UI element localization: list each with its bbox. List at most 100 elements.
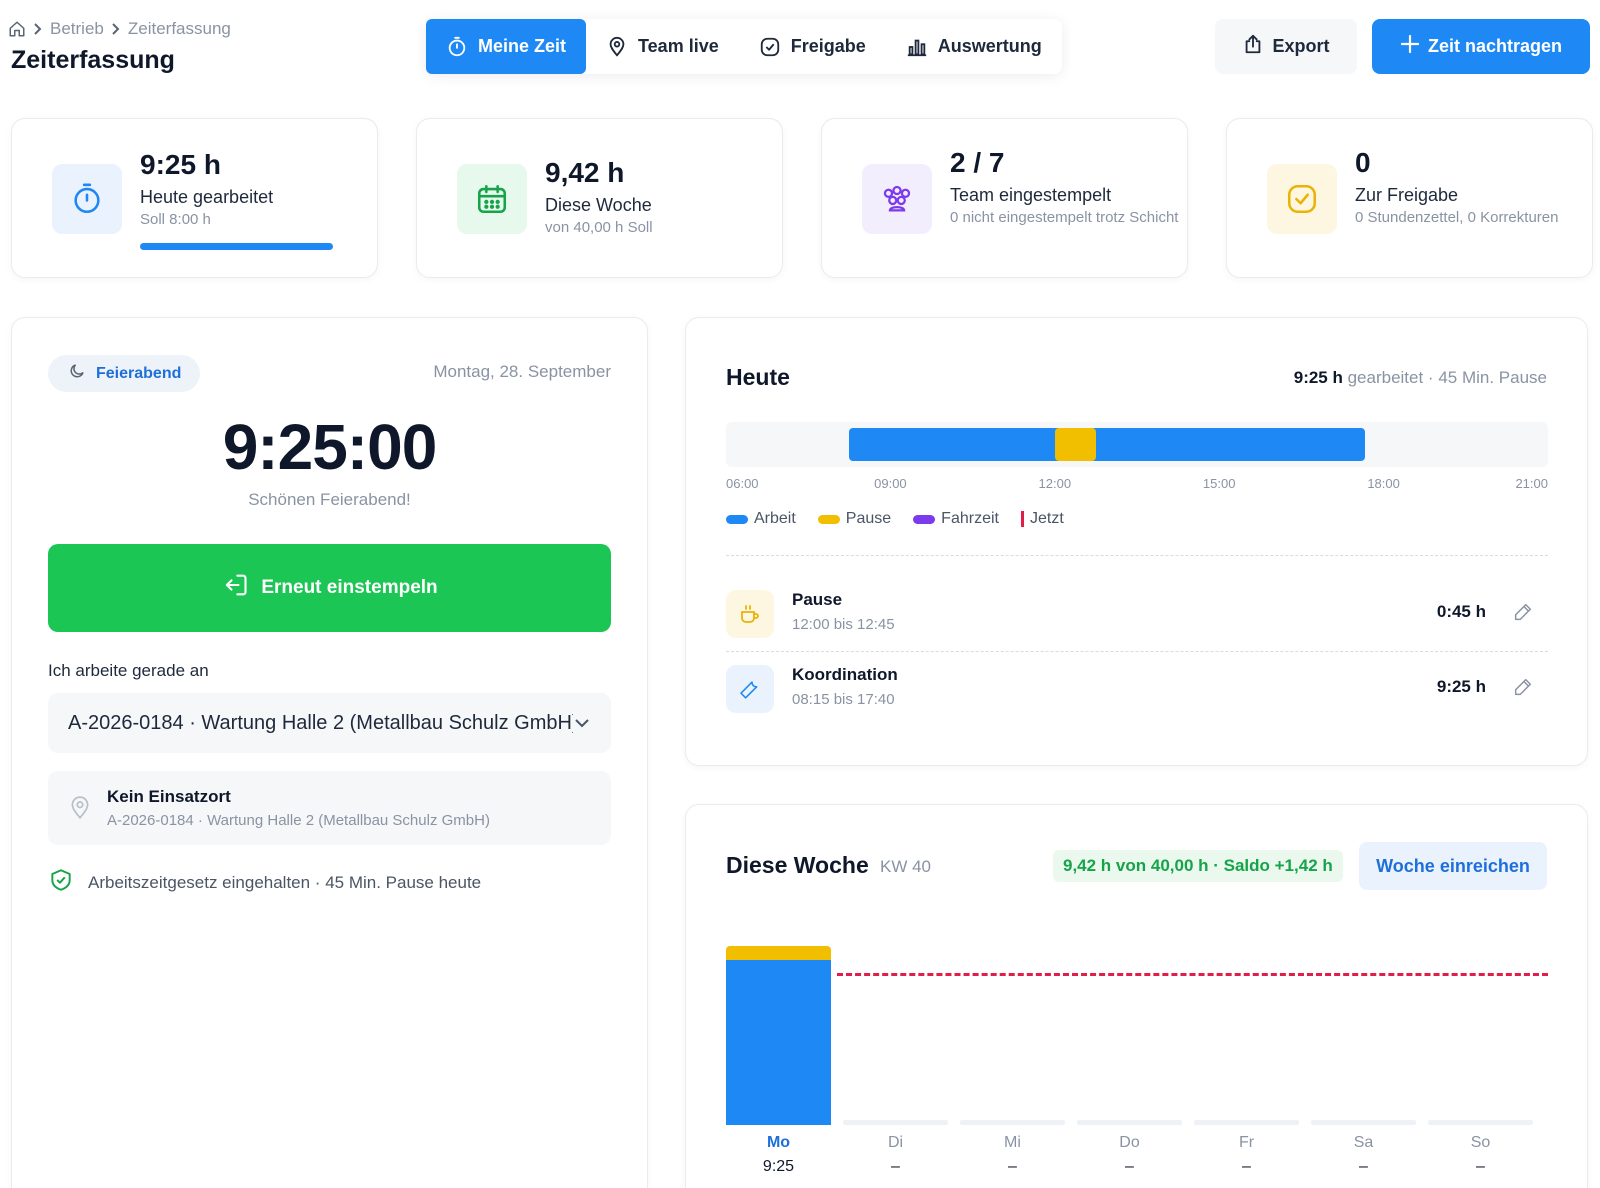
bar-empty-di: [843, 1120, 948, 1125]
plus-icon: [1400, 34, 1420, 59]
timeline-tick-label: 21:00: [1515, 476, 1548, 491]
entry-time: 12:00 bis 12:45: [792, 616, 895, 633]
tab-meine-zeit[interactable]: Meine Zeit: [426, 19, 587, 74]
day-label-mo: Mo: [766, 1134, 791, 1151]
bar-empty-mi: [960, 1120, 1065, 1125]
entry-duration: 0:45 h: [1436, 602, 1486, 621]
status-label: Feierabend: [96, 364, 182, 382]
stat-card-today: 9:25 h Heute gearbeitet Soll 8:00 h: [11, 118, 378, 278]
stat-card-approval: 0 Zur Freigabe 0 Stundenzettel, 0 Korrek…: [1226, 118, 1593, 278]
day-label-do: Do: [1119, 1134, 1140, 1151]
compliance-text: Arbeitszeitgesetz eingehalten · 45 Min. …: [88, 872, 482, 892]
project-select[interactable]: A-2026-0184 · Wartung Halle 2 (Metallbau…: [48, 693, 611, 753]
legend-swatch: [817, 514, 840, 524]
timeline-legend: Arbeit Pause Fahrzeit Jetzt: [726, 510, 1064, 528]
breadcrumb: Betrieb Zeiterfassung: [8, 19, 231, 39]
today-panel: Heute 9:25 h gearbeitet · 45 Min. Pause …: [685, 317, 1588, 766]
stat-value: 9,42 h: [545, 157, 625, 188]
compliance-note: Arbeitszeitgesetz eingehalten · 45 Min. …: [48, 867, 481, 898]
entry-row[interactable]: Koordination 08:15 bis 17:40 9:25 h: [726, 661, 1548, 717]
day-label-fr: Fr: [1238, 1134, 1255, 1151]
location-card: Kein Einsatzort A-2026-0184 · Wartung Ha…: [48, 771, 611, 845]
map-pin-icon: [67, 795, 93, 826]
entry-name: Pause: [792, 590, 843, 609]
week-chart: Mo 9:25 Di – Mi – Do – Fr – Sa – So –: [726, 925, 1548, 1185]
check-square-icon: [759, 36, 781, 58]
timeline-segment-pause: [1054, 428, 1096, 461]
page-title: Zeiterfassung: [11, 46, 175, 74]
pencil-icon[interactable]: [1512, 601, 1534, 628]
coffee-icon: [726, 590, 774, 638]
day-label-so: So: [1470, 1134, 1491, 1151]
entry-time: 08:15 bis 17:40: [792, 691, 895, 708]
tab-label: Team live: [638, 36, 719, 56]
pencil-icon[interactable]: [1512, 676, 1534, 703]
today-summary-hours: 9:25 h: [1293, 368, 1343, 387]
day-label-di: Di: [887, 1134, 904, 1151]
share-icon: [1242, 33, 1264, 60]
timeline-segment-arbeit: [849, 428, 1366, 461]
divider: [726, 651, 1548, 652]
timeline-tick-label: 12:00: [1038, 476, 1072, 491]
stat-card-team: 2 / 7 Team eingestempelt 0 nicht eingest…: [821, 118, 1188, 278]
timeline-axis: 06:00 09:00 12:00 15:00 18:00 21:00: [726, 476, 1548, 492]
stat-label: Heute gearbeitet: [140, 187, 274, 207]
clock-display: 9:25:00: [222, 411, 438, 483]
day-value-mo: 9:25: [762, 1158, 795, 1175]
tab-team-live[interactable]: Team live: [586, 19, 739, 74]
breadcrumb-item-betrieb[interactable]: Betrieb: [50, 19, 104, 38]
wrench-icon: [726, 665, 774, 713]
entry-row[interactable]: Pause 12:00 bis 12:45 0:45 h: [726, 586, 1548, 642]
timeline-tick-label: 09:00: [874, 476, 907, 491]
stat-value: 2 / 7: [950, 147, 1005, 178]
week-balance-badge: 9,42 h von 40,00 h · Saldo +1,42 h: [1053, 850, 1343, 882]
progress-bar: [140, 243, 333, 250]
clock-in-button[interactable]: Erneut einstempeln: [48, 544, 611, 632]
day-value-fr: –: [1242, 1158, 1251, 1175]
stat-sub: von 40,00 h Soll: [545, 219, 653, 236]
calendar-icon: [457, 164, 527, 234]
today-summary-rest: gearbeitet · 45 Min. Pause: [1342, 368, 1547, 387]
legend-label: Fahrzeit: [941, 510, 999, 527]
bar-empty-fr: [1194, 1120, 1299, 1125]
tab-freigabe[interactable]: Freigabe: [739, 19, 886, 74]
location-subtitle: A-2026-0184 · Wartung Halle 2 (Metallbau…: [107, 812, 490, 829]
stat-label: Diese Woche: [545, 195, 652, 215]
stat-label: Team eingestempelt: [950, 185, 1112, 205]
day-value-di: –: [891, 1158, 900, 1175]
timeline-tick-label: 15:00: [1202, 476, 1236, 491]
today-summary: 9:25 h gearbeitet · 45 Min. Pause: [1294, 368, 1547, 388]
submit-week-button[interactable]: Woche einreichen: [1359, 842, 1547, 890]
export-button[interactable]: Export: [1215, 19, 1357, 74]
tab-label: Meine Zeit: [478, 36, 567, 56]
day-value-mi: –: [1008, 1158, 1017, 1175]
bar-empty-so: [1428, 1120, 1533, 1125]
breadcrumb-item-zeiterfassung[interactable]: Zeiterfassung: [127, 19, 231, 38]
legend-swatch: [913, 514, 936, 524]
target-line: [837, 973, 1548, 976]
entry-duration: 9:25 h: [1436, 677, 1486, 696]
day-value-sa: –: [1359, 1158, 1368, 1175]
legend-item: Fahrzeit: [913, 510, 999, 528]
chevron-right-icon: [110, 22, 122, 36]
login-icon: [221, 571, 249, 605]
add-time-label: Zeit nachtragen: [1427, 36, 1563, 56]
home-icon[interactable]: [8, 20, 26, 38]
legend-swatch: [726, 514, 748, 524]
today-title: Heute: [726, 364, 790, 390]
shield-check-icon: [48, 867, 74, 898]
stopwatch-icon: [446, 36, 468, 58]
add-time-button[interactable]: Zeit nachtragen: [1372, 19, 1590, 74]
stat-value: 0: [1355, 147, 1371, 178]
tab-label: Freigabe: [790, 36, 866, 56]
legend-swatch: [1020, 511, 1024, 527]
bar-chart-icon: [906, 36, 928, 58]
location-title: Kein Einsatzort: [107, 787, 231, 806]
legend-label: Jetzt: [1029, 510, 1064, 527]
tab-auswertung[interactable]: Auswertung: [886, 19, 1062, 74]
divider: [726, 555, 1548, 556]
legend-item: Pause: [817, 510, 891, 528]
entry-name: Koordination: [792, 665, 898, 684]
timeline-tick-label: 06:00: [726, 476, 759, 491]
moon-icon: [68, 362, 86, 385]
